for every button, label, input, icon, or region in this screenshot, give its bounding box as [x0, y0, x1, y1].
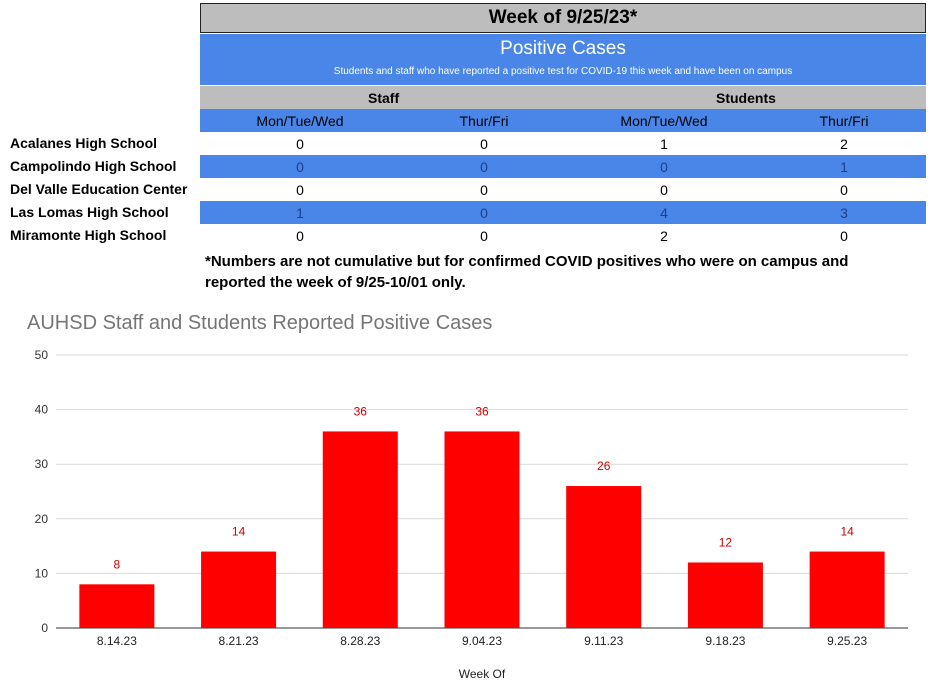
subheader-students-mtw: Mon/Tue/Wed	[620, 113, 708, 129]
x-tick-label: 9.11.23	[584, 634, 623, 648]
week-title: Week of 9/25/23*	[200, 3, 926, 33]
cell-value: 3	[840, 205, 848, 221]
y-tick-label: 50	[35, 348, 49, 362]
cell-value: 0	[480, 159, 488, 175]
footnote-line-1: *Numbers are not cumulative but for conf…	[205, 253, 849, 270]
bar	[79, 584, 155, 628]
cell-value: 0	[480, 182, 488, 198]
cell-value: 0	[840, 182, 848, 198]
header-subtitle: Students and staff who have reported a p…	[333, 66, 793, 77]
cell-value: 0	[480, 136, 488, 152]
cell-value: 0	[480, 205, 488, 221]
data-label: 12	[719, 535, 733, 549]
chart-title: AUHSD Staff and Students Reported Positi…	[27, 312, 493, 334]
table-row: 0 0 0 1	[200, 155, 926, 178]
cell-value: 2	[840, 136, 848, 152]
school-name: Miramonte High School	[10, 227, 167, 243]
x-tick-label: 9.04.23	[462, 634, 502, 648]
subheader-staff-mtw: Mon/Tue/Wed	[256, 113, 344, 129]
bar	[809, 551, 885, 628]
data-label: 26	[597, 459, 611, 473]
group-header-row: Staff Students	[200, 86, 926, 109]
y-tick-label: 0	[41, 621, 48, 635]
data-label: 8	[114, 557, 121, 571]
school-name: Campolindo High School	[10, 158, 177, 174]
cell-value: 1	[840, 159, 848, 175]
cell-value: 0	[660, 182, 668, 198]
x-tick-label: 9.25.23	[827, 634, 867, 648]
table-row: 1 0 4 3	[200, 201, 926, 224]
table-row: 0 0 2 0	[200, 224, 926, 247]
bar	[201, 551, 277, 628]
cell-value: 1	[296, 205, 304, 221]
subheader-students-thf: Thur/Fri	[819, 113, 869, 129]
table-row: 0 0 1 2	[200, 132, 926, 155]
school-name: Del Valle Education Center	[10, 181, 188, 197]
data-label: 14	[840, 525, 854, 539]
footnote: *Numbers are not cumulative but for conf…	[205, 251, 925, 293]
y-tick-label: 30	[35, 457, 49, 471]
school-name: Acalanes High School	[10, 135, 158, 151]
cell-value: 4	[660, 205, 668, 221]
data-label: 36	[475, 404, 489, 418]
bar	[322, 431, 398, 628]
cell-value: 0	[840, 228, 848, 244]
school-name: Las Lomas High School	[10, 204, 169, 220]
y-tick-label: 20	[35, 512, 49, 526]
bar	[566, 486, 642, 628]
bar	[687, 562, 763, 628]
x-tick-label: 8.14.23	[97, 634, 137, 648]
cell-value: 0	[660, 159, 668, 175]
cell-value: 2	[660, 228, 668, 244]
cell-value: 0	[296, 182, 304, 198]
cell-value: 0	[480, 228, 488, 244]
positive-cases-header: Positive Cases Students and staff who ha…	[200, 34, 926, 85]
x-tick-label: 9.18.23	[705, 634, 745, 648]
group-staff: Staff	[368, 90, 400, 106]
subheader-row: Mon/Tue/Wed Thur/Fri Mon/Tue/Wed Thur/Fr…	[200, 109, 926, 132]
x-tick-label: 8.21.23	[219, 634, 259, 648]
table-row: 0 0 0 0	[200, 178, 926, 201]
x-axis-label: Week Of	[459, 667, 506, 681]
x-tick-label: 8.28.23	[340, 634, 380, 648]
group-students: Students	[716, 90, 776, 106]
y-tick-label: 40	[35, 403, 49, 417]
cell-value: 0	[296, 228, 304, 244]
data-label: 36	[354, 404, 368, 418]
footnote-line-2: reported the week of 9/25-10/01 only.	[205, 274, 466, 291]
header-title: Positive Cases	[500, 38, 626, 59]
bar	[444, 431, 520, 628]
subheader-staff-thf: Thur/Fri	[459, 113, 509, 129]
y-tick-label: 10	[35, 566, 49, 580]
cell-value: 0	[296, 136, 304, 152]
cell-value: 1	[660, 136, 668, 152]
data-label: 14	[232, 525, 246, 539]
cell-value: 0	[296, 159, 304, 175]
